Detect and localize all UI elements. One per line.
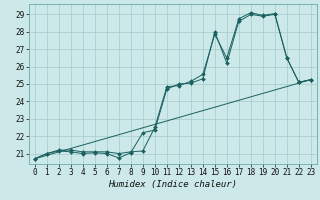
X-axis label: Humidex (Indice chaleur): Humidex (Indice chaleur) [108,180,237,189]
